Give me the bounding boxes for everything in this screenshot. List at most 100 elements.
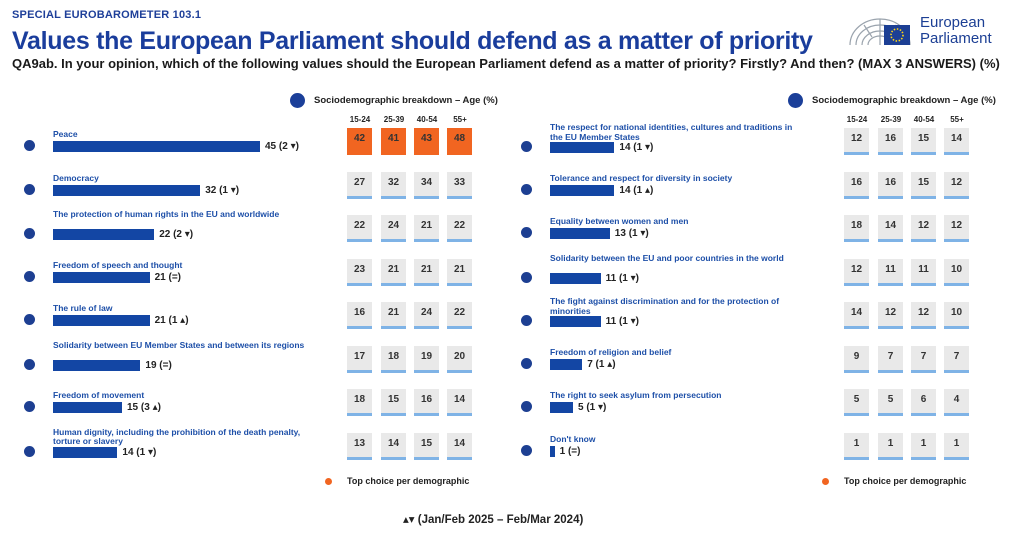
- age-value-underline: [911, 195, 936, 199]
- age-value-underline: [414, 195, 439, 199]
- age-value: 22: [353, 220, 366, 231]
- age-value-cell: 12: [911, 215, 936, 242]
- logo-line-2: Parliament: [920, 30, 992, 47]
- age-value: 42: [353, 133, 366, 144]
- value-label: 5 (1 ▾): [578, 402, 606, 413]
- age-value-underline: [911, 456, 936, 460]
- value-change: (2 ▾): [173, 229, 194, 240]
- age-value-underline: [911, 413, 936, 416]
- value-number: 7: [587, 358, 593, 370]
- age-value-underline: [844, 369, 869, 373]
- age-value-cell: 33: [447, 171, 472, 199]
- age-value: 22: [453, 307, 466, 318]
- age-value-cell: 11: [878, 258, 903, 286]
- age-value-underline: [844, 239, 869, 242]
- age-value-underline: [447, 326, 472, 329]
- age-value-underline: [844, 413, 869, 416]
- row-bullet-icon: [24, 140, 35, 151]
- age-value-cell: 14: [447, 432, 472, 460]
- age-value-underline: [347, 456, 372, 460]
- value-label: 22 (2 ▾): [159, 229, 193, 240]
- age-value-cell: 7: [944, 345, 969, 373]
- age-value-cell: 16: [878, 171, 903, 199]
- value-label: 11 (1 ▾): [606, 273, 639, 284]
- age-value: 23: [353, 263, 366, 275]
- value-label: 45 (2 ▾): [265, 141, 299, 152]
- age-value-underline: [447, 282, 472, 286]
- age-value-cell: 10: [944, 302, 969, 329]
- row-bullet-icon: [24, 314, 35, 325]
- age-value: 14: [884, 220, 897, 231]
- value-change: (1 ▾): [136, 446, 157, 458]
- age-value-underline: [844, 195, 869, 199]
- age-value-underline: [414, 239, 439, 242]
- age-value-cell: 1: [944, 432, 969, 460]
- value-change: (=): [168, 271, 182, 283]
- value-number: 19: [145, 359, 157, 371]
- legend-right: Top choice per demographic: [822, 476, 966, 486]
- age-value: 12: [950, 220, 963, 231]
- age-value-cell: 1: [844, 432, 869, 460]
- age-value-cell: 27: [347, 171, 372, 199]
- value-change: (1 ▾): [618, 272, 639, 284]
- age-value-cell: 32: [381, 171, 406, 199]
- age-value: 15: [917, 133, 930, 144]
- row-label: Human dignity, including the prohibition…: [53, 426, 301, 446]
- age-value: 12: [950, 176, 963, 188]
- age-value-underline: [347, 369, 372, 373]
- age-value: 15: [917, 176, 930, 188]
- row-bullet-icon: [24, 270, 35, 282]
- age-value: 14: [850, 307, 863, 318]
- value-change: (1 ▾): [586, 402, 607, 413]
- value-label: 14 (1 ▴): [619, 185, 653, 196]
- age-value-cell: 13: [347, 432, 372, 460]
- value-label: 14 (1 ▾): [619, 142, 653, 153]
- logo-wordmark: European Parliament: [920, 15, 992, 47]
- age-value-cell: 14: [381, 432, 406, 460]
- value-number: 14: [619, 184, 631, 196]
- value-bar: [53, 359, 141, 371]
- age-value-cell: 23: [347, 258, 372, 286]
- eu-flag-icon: [884, 25, 910, 45]
- age-value-cell: 21: [447, 258, 472, 286]
- question-text: QA9ab. In your opinion, which of the fol…: [12, 56, 1000, 71]
- age-column-header: 25-39: [880, 115, 902, 124]
- value-number: 1: [559, 445, 566, 457]
- age-value: 15: [387, 394, 400, 405]
- legend-label-left: Top choice per demographic: [347, 476, 470, 486]
- row-label: Freedom of speech and thought: [53, 259, 183, 270]
- row-bullet-icon: [521, 271, 532, 283]
- age-value: 18: [387, 350, 400, 362]
- age-value-underline: [844, 456, 869, 460]
- value-change: (1 ▴): [633, 184, 654, 196]
- european-parliament-logo: [849, 18, 911, 46]
- breakdown-label-left: Sociodemographic breakdown – Age (%): [314, 95, 498, 106]
- age-value-cell: 22: [347, 215, 372, 242]
- age-value-underline: [911, 152, 936, 155]
- value-label: 15 (3 ▴): [127, 402, 161, 413]
- age-value-underline: [944, 413, 969, 416]
- age-value-cell: 18: [381, 345, 406, 373]
- age-value-cell: 43: [414, 128, 439, 155]
- age-value: 32: [387, 176, 400, 188]
- row-bullet-icon: [521, 183, 532, 195]
- age-value: 48: [453, 133, 466, 144]
- age-value: 21: [420, 263, 433, 275]
- age-value-underline: [381, 195, 406, 199]
- value-number: 14: [619, 142, 631, 153]
- age-value-cell: 12: [844, 258, 869, 286]
- age-value: 24: [420, 307, 433, 318]
- age-value: 12: [917, 220, 930, 231]
- value-change: (1 ▴): [168, 315, 189, 326]
- value-bar: [550, 358, 583, 370]
- value-change: (2 ▾): [278, 141, 299, 152]
- age-value-cell: 14: [878, 215, 903, 242]
- age-value-cell: 12: [878, 302, 903, 329]
- age-value-underline: [447, 369, 472, 373]
- value-bar: [53, 315, 150, 326]
- age-value: 41: [387, 133, 400, 144]
- age-value: 21: [453, 263, 466, 275]
- age-value-cell: 11: [911, 258, 936, 286]
- age-column-header: 40-54: [913, 115, 935, 124]
- age-value: 12: [850, 133, 863, 144]
